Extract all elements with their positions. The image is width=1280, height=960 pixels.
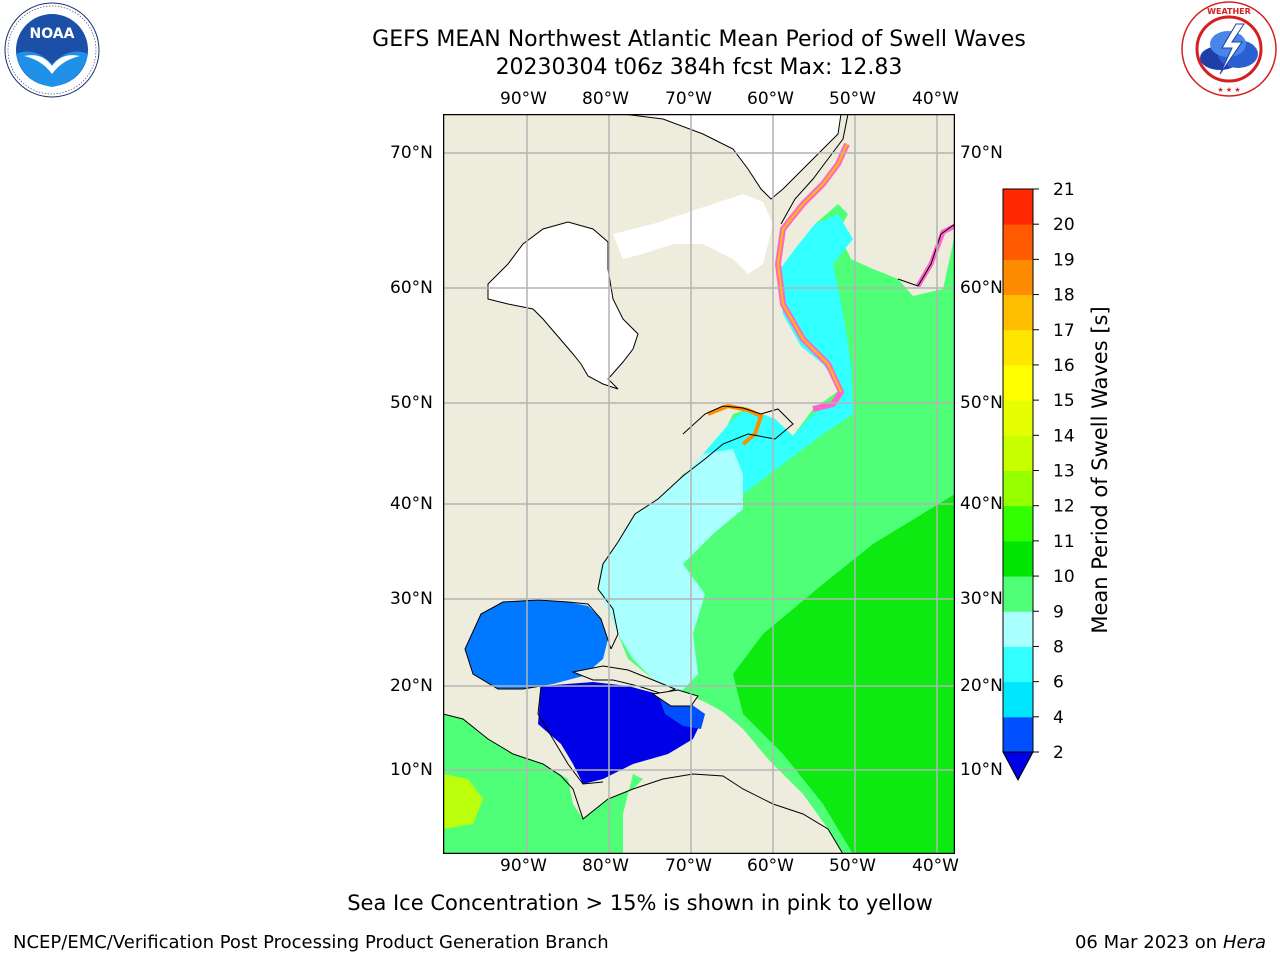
colorbar-tick-label: 12 [1053,497,1075,517]
lat-label-right-60n: 60°N [960,278,1003,298]
lat-label-left-70n: 70°N [390,143,433,163]
lon-label-bottom-70w: 70°W [665,856,712,876]
colorbar-tick-label: 13 [1053,462,1075,482]
colorbar-swatch [1003,400,1033,436]
lat-label-left-10n: 10°N [390,760,433,780]
colorbar-tick-label: 15 [1053,391,1075,411]
svg-text:★ ★ ★: ★ ★ ★ [1217,86,1240,94]
colorbar-swatch [1003,716,1033,753]
pacific-yellow-green [443,774,483,829]
ocean-10-11s [733,494,955,854]
ice-edge-orange [776,143,848,393]
coastline-hispaniola [651,689,699,707]
colorbar-label: Mean Period of Swell Waves [s] [1088,306,1112,633]
lat-label-right-70n: 70°N [960,143,1003,163]
colorbar-ticks: 2 4 6 8 9 10 11 12 13 14 15 16 17 18 19 20 21 [1033,180,1075,763]
footer-host: Hera [1222,932,1266,953]
colorbar-swatch [1003,435,1033,471]
lon-label-bottom-90w: 90°W [500,856,547,876]
colorbar-swatch [1003,470,1033,507]
lon-label-top-60w: 60°W [747,89,794,109]
svg-text:WEATHER: WEATHER [1207,7,1251,16]
colorbar-tick-label: 18 [1053,286,1075,306]
lon-label-top-80w: 80°W [582,89,629,109]
colorbar-tick-label: 14 [1053,426,1075,446]
footer-date: 06 Mar 2023 on Hera [1075,932,1266,953]
gulf-st-lawrence-ice [707,403,764,446]
colorbar-swatch [1003,224,1033,260]
lon-label-bottom-50w: 50°W [829,856,876,876]
svg-text:NOAA: NOAA [30,26,75,42]
lat-label-left-50n: 50°N [390,393,433,413]
chart-title: GEFS MEAN Northwest Atlantic Mean Period… [372,27,1026,52]
colorbar-tick-label: 17 [1053,321,1075,341]
lon-label-bottom-60w: 60°W [747,856,794,876]
colorbar-tick-label: 2 [1053,743,1064,763]
lon-label-top-50w: 50°W [829,89,876,109]
colorbar-swatch [1003,646,1033,683]
colorbar-under-arrow [1002,751,1034,782]
coastal-light-cyan [598,449,743,692]
lat-label-left-30n: 30°N [390,589,433,609]
colorbar-tick-label: 6 [1053,673,1064,693]
colorbar: 2 4 6 8 9 10 11 12 13 14 15 16 17 18 19 20 21 Mean Perio… [1002,180,1112,782]
coastline-greenland [780,114,955,287]
colorbar-swatch [1003,611,1033,647]
lon-label-top-90w: 90°W [500,89,547,109]
nws-logo: WEATHER ★ ★ ★ [1181,1,1277,97]
colorbar-swatch [1003,505,1033,542]
lat-label-left-40n: 40°N [390,494,433,514]
colorbar-swatch [1003,259,1033,296]
map-grid [443,114,955,854]
colorbar-swatch [1003,364,1033,401]
hudson-strait-ice [613,194,773,274]
colorbar-swatch [1003,681,1033,718]
colorbar-swatch [1003,329,1033,366]
lat-label-right-50n: 50°N [960,393,1003,413]
lon-label-bottom-40w: 40°W [912,856,959,876]
gulf-of-mexico [465,600,608,689]
noaa-logo: NOAA [4,2,100,98]
colorbar-tick-label: 11 [1053,532,1075,552]
lat-label-left-60n: 60°N [390,278,433,298]
colorbar-tick-label: 20 [1053,215,1075,235]
footer-credit: NCEP/EMC/Verification Post Processing Pr… [13,932,609,953]
lat-label-right-20n: 20°N [960,676,1003,696]
colorbar-swatch [1003,189,1033,225]
colorbar-tick-label: 21 [1053,180,1075,200]
lat-label-left-20n: 20°N [390,676,433,696]
map-panel [443,114,955,854]
colorbar-swatch [1003,576,1033,612]
sea-ice-note: Sea Ice Concentration > 15% is shown in … [347,891,933,915]
coastline-na-east [597,405,794,650]
colorbar-tick-label: 8 [1053,637,1064,657]
colorbar-swatch [1003,540,1033,577]
coastline-gulf [464,599,612,785]
lon-label-top-40w: 40°W [912,89,959,109]
colorbar-tick-label: 10 [1053,567,1075,587]
colorbar-tick-label: 19 [1053,250,1075,270]
colorbar-tick-label: 9 [1053,602,1064,622]
lat-label-right-40n: 40°N [960,494,1003,514]
lat-label-right-10n: 10°N [960,760,1003,780]
chart-subtitle: 20230304 t06z 384h fcst Max: 12.83 [495,55,903,80]
lat-label-right-30n: 30°N [960,589,1003,609]
footer-date-text: 06 Mar 2023 on [1074,932,1218,953]
lon-label-top-70w: 70°W [665,89,712,109]
coastline-central-america [443,713,844,854]
colorbar-tick-label: 16 [1053,356,1075,376]
colorbar-swatches [1003,189,1033,753]
hudson-bay [487,221,639,390]
baffin-ice [533,114,842,200]
colorbar-swatch [1003,294,1033,331]
lon-label-bottom-80w: 80°W [582,856,629,876]
pacific-ocean [443,714,643,854]
colorbar-tick-label: 4 [1053,708,1064,728]
